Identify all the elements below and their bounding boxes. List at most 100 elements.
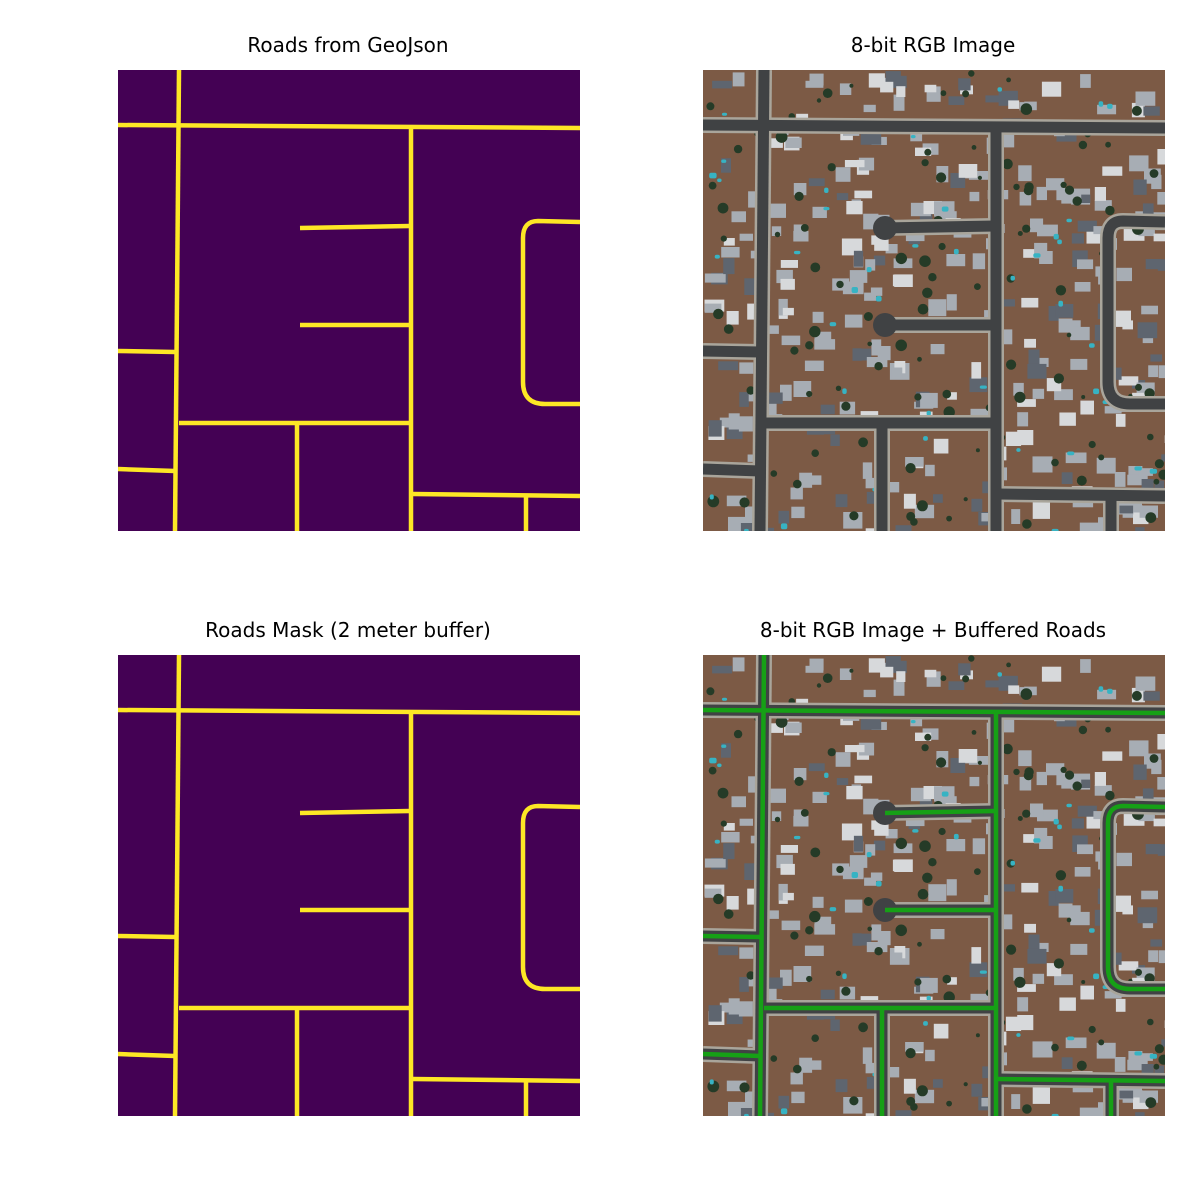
house-roof [971, 498, 983, 512]
house-roof [785, 137, 802, 148]
house-roof [766, 788, 786, 803]
house-roof [771, 811, 782, 821]
tree [1076, 1060, 1087, 1071]
house-roof [768, 325, 779, 334]
tree [1020, 103, 1033, 115]
house-roof [871, 820, 885, 830]
house-roof [719, 1002, 737, 1013]
house-roof [1127, 474, 1148, 486]
house-roof [1058, 903, 1073, 918]
tree [906, 1096, 916, 1106]
tree [775, 716, 788, 728]
house-roof [1118, 961, 1139, 971]
tree [919, 255, 931, 267]
house-roof [723, 823, 735, 831]
swimming-pool [1033, 838, 1041, 843]
swimming-pool [721, 744, 727, 748]
house-roof [1119, 1090, 1134, 1099]
house-roof [1148, 950, 1159, 963]
house-roof [1019, 776, 1032, 791]
house-roof [1056, 133, 1077, 142]
house-roof [781, 920, 801, 931]
swimming-pool [780, 1108, 788, 1115]
house-roof [778, 883, 788, 901]
house-roof [1070, 911, 1090, 926]
tree [1014, 976, 1026, 988]
house-roof [1157, 192, 1165, 205]
tree [849, 668, 854, 673]
house-roof [1074, 867, 1091, 877]
house-roof [865, 1113, 882, 1116]
house-roof [933, 494, 943, 503]
tree [739, 1082, 750, 1093]
tree [919, 840, 931, 852]
swimming-pool [979, 970, 987, 974]
tree [1022, 519, 1032, 529]
buffered-road-overlay [703, 933, 761, 940]
house-roof [865, 528, 882, 531]
tree [1072, 781, 1082, 791]
swimming-pool [926, 410, 931, 416]
tree [1022, 809, 1031, 818]
house-roof [726, 495, 747, 507]
house-roof [820, 989, 835, 1000]
tree [921, 744, 929, 752]
swimming-pool [1107, 103, 1113, 109]
house-roof [844, 314, 863, 328]
tree [917, 303, 929, 315]
house-roof [873, 255, 886, 266]
tree [713, 308, 724, 320]
swimming-pool [793, 835, 801, 840]
house-roof [718, 361, 739, 371]
rgb-image-panel [703, 70, 1165, 531]
swimming-pool [1016, 1033, 1021, 1037]
house-roof [1116, 852, 1132, 867]
tree [810, 847, 821, 858]
house-roof [708, 420, 722, 437]
swimming-pool [1016, 448, 1021, 452]
house-roof [969, 776, 980, 787]
swimming-pool [1093, 973, 1100, 980]
tree [942, 389, 952, 399]
house-roof [864, 292, 877, 301]
tree [1105, 141, 1111, 148]
house-roof [1070, 943, 1088, 955]
tree [946, 515, 952, 522]
house-roof [1104, 406, 1122, 414]
swimming-pool [1058, 300, 1063, 307]
tree [827, 163, 836, 172]
tree [1105, 205, 1115, 216]
tree [940, 675, 947, 682]
house-roof [1080, 400, 1094, 415]
house-roof [1116, 267, 1132, 282]
tree [809, 910, 821, 923]
swimming-pool [1053, 818, 1059, 825]
tree [770, 1055, 778, 1062]
house-roof [1023, 249, 1039, 258]
tree [1013, 768, 1020, 776]
house-roof [885, 71, 901, 82]
tree [977, 175, 982, 180]
house-roof [708, 1005, 722, 1022]
tree [793, 479, 802, 489]
tree [841, 986, 851, 996]
house-roof [866, 942, 888, 953]
swimming-pool [923, 1021, 928, 1026]
tree [800, 224, 809, 232]
tree [1002, 158, 1013, 170]
house-roof [1001, 884, 1015, 892]
house-roof [1070, 326, 1090, 341]
house-roof [790, 487, 803, 500]
house-roof [1011, 1094, 1021, 1109]
swimming-pool [1051, 528, 1059, 531]
house-roof [1157, 844, 1165, 856]
house-roof [1129, 155, 1149, 172]
house-roof [1058, 318, 1073, 333]
buffered-road-overlay [757, 655, 767, 1116]
tree [963, 1082, 968, 1087]
house-roof [1048, 306, 1059, 321]
house-roof [808, 475, 822, 485]
swimming-pool [824, 187, 829, 193]
house-roof [781, 335, 801, 346]
house-roof [1059, 412, 1076, 426]
